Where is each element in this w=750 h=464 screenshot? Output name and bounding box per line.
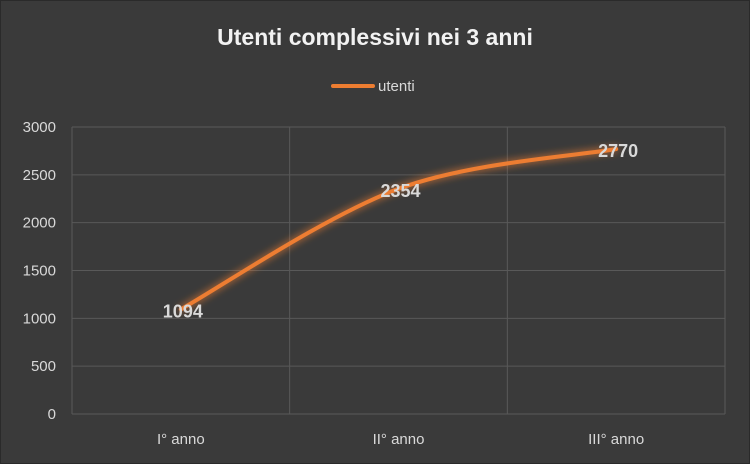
data-labels: 1094 2354 2770 [163,141,638,321]
legend-label-utenti: utenti [378,78,415,95]
y-tick-label: 3000 [23,119,56,136]
x-tick-label: II° anno [373,431,425,448]
x-tick-label: I° anno [157,431,205,448]
data-label: 1094 [163,301,203,321]
y-tick-label: 1500 [23,263,56,280]
x-axis-ticks: I° anno II° anno III° anno [157,431,644,448]
plot-series [178,147,619,312]
data-label: 2770 [598,141,638,161]
y-tick-label: 2500 [23,167,56,184]
legend: utenti [331,78,415,95]
x-tick-label: III° anno [588,431,644,448]
y-tick-label: 500 [31,358,56,375]
chart-title: Utenti complessivi nei 3 anni [217,24,533,50]
data-label: 2354 [380,181,420,201]
y-axis-ticks: 0 500 1000 1500 2000 2500 3000 [23,119,56,423]
y-tick-label: 1000 [23,310,56,327]
y-tick-label: 2000 [23,215,56,232]
gridlines [71,126,726,415]
series-line-utenti [178,147,619,312]
y-tick-label: 0 [48,406,56,423]
